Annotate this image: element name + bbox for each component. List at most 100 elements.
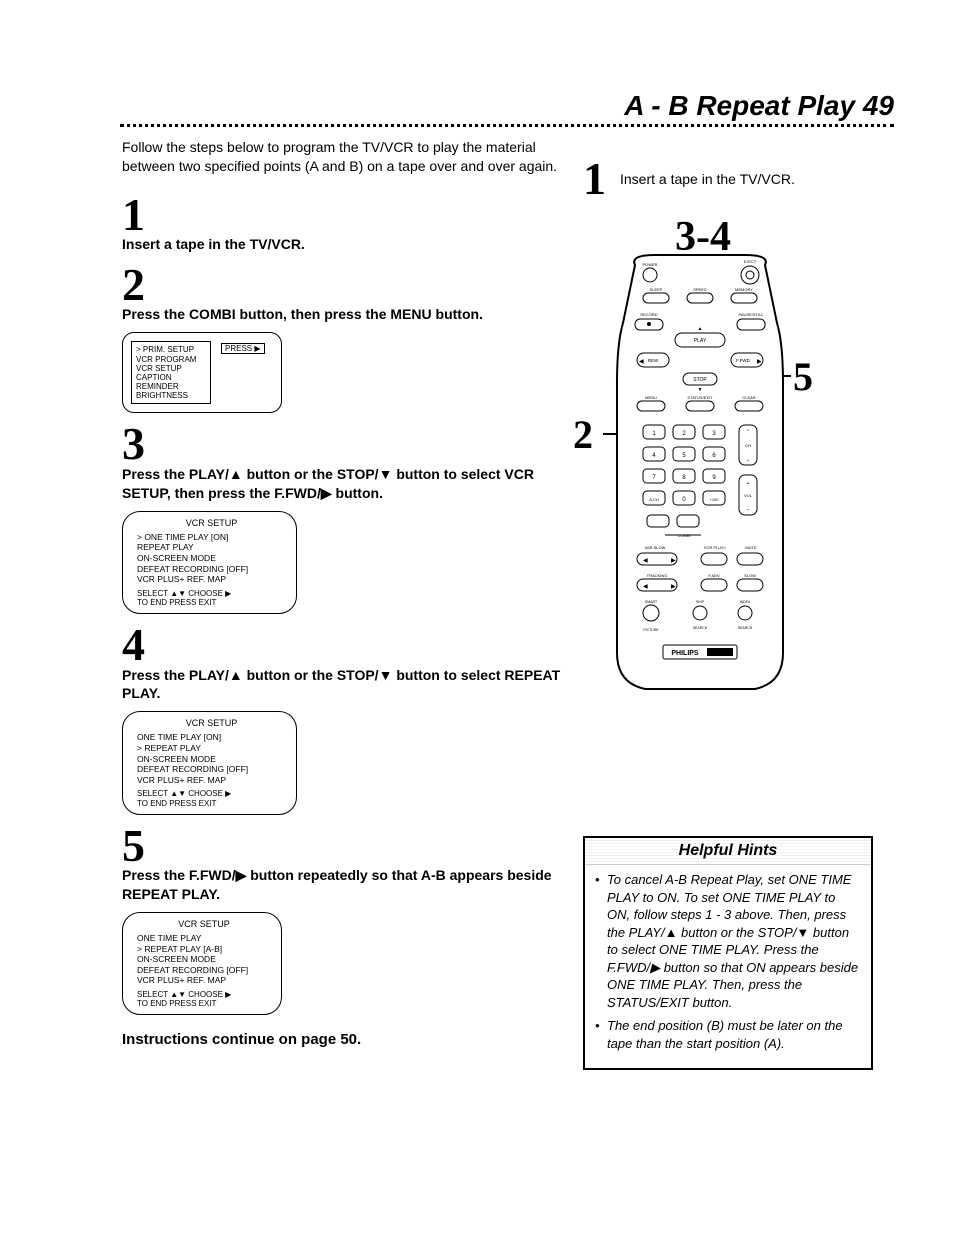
r: ONE TIME PLAY xyxy=(137,933,271,944)
vcr-list: ONE TIME PLAY > REPEAT PLAY [A-B] ON-SCR… xyxy=(137,933,271,986)
svg-text:⌃: ⌃ xyxy=(746,429,750,435)
callout-5: 5 xyxy=(793,353,813,400)
intro-text: Follow the steps below to program the TV… xyxy=(122,138,562,176)
vcr-list: > ONE TIME PLAY [ON] REPEAT PLAY ON-SCRE… xyxy=(137,532,286,585)
svg-text:MENU: MENU xyxy=(645,395,657,400)
vcr-setup-screen-4: VCR SETUP ONE TIME PLAY [ON] > REPEAT PL… xyxy=(122,711,297,815)
t: Press the xyxy=(122,306,189,322)
svg-text:REW: REW xyxy=(648,358,659,363)
svg-text:+100: +100 xyxy=(709,497,719,502)
mi: CAPTION xyxy=(136,373,206,382)
step-5-number: 5 xyxy=(122,825,562,866)
svg-text:▶: ▶ xyxy=(671,584,676,590)
f2: TO END PRESS EXIT xyxy=(137,598,286,607)
svg-text:▼: ▼ xyxy=(698,387,703,393)
f2: TO END PRESS EXIT xyxy=(137,999,271,1008)
svg-text:−: − xyxy=(747,507,750,513)
step-2-number: 2 xyxy=(122,264,562,305)
r: DEFEAT RECORDING [OFF] xyxy=(137,965,271,976)
mi: BRIGHTNESS xyxy=(136,391,206,400)
remote-control-diagram: POWER EJECT SLEEP SPEED MEMORY RECORD PA… xyxy=(615,253,785,693)
t: MENU xyxy=(390,306,431,322)
vcr-title: VCR SETUP xyxy=(137,518,286,528)
vcr-footer: SELECT ▲▼ CHOOSE ▶ TO END PRESS EXIT xyxy=(137,789,286,807)
prim-menu-list: > PRIM. SETUP VCR PROGRAM VCR SETUP CAPT… xyxy=(131,341,211,404)
t: button. xyxy=(432,306,483,322)
step-3-number: 3 xyxy=(122,423,562,464)
r: REPEAT PLAY xyxy=(137,542,286,553)
r: ON-SCREEN MODE xyxy=(137,954,271,965)
svg-text:VAR.SLOW: VAR.SLOW xyxy=(645,545,666,550)
svg-text:SKIP: SKIP xyxy=(696,600,705,604)
svg-text:CH: CH xyxy=(745,443,751,448)
svg-text:+: + xyxy=(747,481,750,487)
step-1-number: 1 xyxy=(122,194,562,235)
r: ONE TIME PLAY [ON] xyxy=(137,732,286,743)
prim-setup-screen: PRESS ▶ > PRIM. SETUP VCR PROGRAM VCR SE… xyxy=(122,332,282,413)
svg-text:MUTE: MUTE xyxy=(745,545,757,550)
f1: SELECT ▲▼ CHOOSE ▶ xyxy=(137,589,286,598)
vcr-footer: SELECT ▲▼ CHOOSE ▶ TO END PRESS EXIT xyxy=(137,589,286,607)
svg-text:F.ADV: F.ADV xyxy=(708,573,720,578)
svg-text:SLEEP: SLEEP xyxy=(650,287,663,292)
svg-text:◀: ◀ xyxy=(643,558,648,564)
t: COMBI xyxy=(189,306,236,322)
hints-body: To cancel A-B Repeat Play, set ONE TIME … xyxy=(585,865,871,1068)
f1: SELECT ▲▼ CHOOSE ▶ xyxy=(137,789,286,798)
vcr-title: VCR SETUP xyxy=(137,919,271,929)
svg-text:PICTURE: PICTURE xyxy=(643,628,659,632)
svg-text:▶: ▶ xyxy=(757,359,762,365)
helpful-hints-box: Helpful Hints To cancel A-B Repeat Play,… xyxy=(583,836,873,1070)
page-title: A - B Repeat Play 49 xyxy=(624,90,894,122)
r: > REPEAT PLAY xyxy=(137,743,286,754)
svg-text:CLEAR: CLEAR xyxy=(742,395,755,400)
hints-header: Helpful Hints xyxy=(585,838,871,865)
side-step-1: 1 Insert a tape in the TV/VCR. xyxy=(583,158,893,199)
step-4-text: Press the PLAY/▲ button or the STOP/▼ bu… xyxy=(122,666,562,704)
svg-text:TRACKING: TRACKING xyxy=(647,573,668,578)
svg-text:⌄: ⌄ xyxy=(746,457,750,463)
svg-text:STOP: STOP xyxy=(693,377,707,383)
vcr-footer: SELECT ▲▼ CHOOSE ▶ TO END PRESS EXIT xyxy=(137,990,271,1008)
mi: REMINDER xyxy=(136,382,206,391)
r: VCR PLUS+ REF. MAP xyxy=(137,975,271,986)
r: ON-SCREEN MODE xyxy=(137,553,286,564)
svg-text:◀: ◀ xyxy=(643,584,648,590)
vcr-setup-screen-3: VCR SETUP > ONE TIME PLAY [ON] REPEAT PL… xyxy=(122,511,297,615)
r: VCR PLUS+ REF. MAP xyxy=(137,775,286,786)
svg-text:VCR PLUS+: VCR PLUS+ xyxy=(704,545,727,550)
side-step-1-text: Insert a tape in the TV/VCR. xyxy=(620,171,795,187)
svg-text:POWER: POWER xyxy=(642,262,657,267)
r: VCR PLUS+ REF. MAP xyxy=(137,574,286,585)
svg-text:PLAY: PLAY xyxy=(694,338,707,344)
svg-text:INDEX: INDEX xyxy=(740,600,751,604)
svg-text:▲: ▲ xyxy=(698,326,703,332)
mi: VCR PROGRAM xyxy=(136,355,206,364)
svg-text:STATUS/EXIT: STATUS/EXIT xyxy=(687,395,713,400)
svg-text:VOL: VOL xyxy=(744,493,753,498)
svg-text:SPEED: SPEED xyxy=(693,287,707,292)
hint-1: To cancel A-B Repeat Play, set ONE TIME … xyxy=(595,871,861,1011)
f1: SELECT ▲▼ CHOOSE ▶ xyxy=(137,990,271,999)
svg-text:A.CH: A.CH xyxy=(649,497,659,502)
svg-text:F.FWD: F.FWD xyxy=(736,358,750,363)
press-label: PRESS ▶ xyxy=(221,343,265,354)
side-step-1-num: 1 xyxy=(583,158,606,199)
svg-text:SLOW: SLOW xyxy=(744,573,756,578)
svg-text:PHILIPS: PHILIPS xyxy=(671,650,699,657)
svg-text:SMART: SMART xyxy=(645,600,658,604)
step-3-text: Press the PLAY/▲ button or the STOP/▼ bu… xyxy=(122,465,562,503)
mi: VCR SETUP xyxy=(136,364,206,373)
dotted-divider xyxy=(120,124,894,127)
t: button, then press the xyxy=(236,306,391,322)
vcr-setup-screen-5: VCR SETUP ONE TIME PLAY > REPEAT PLAY [A… xyxy=(122,912,282,1016)
vcr-title: VCR SETUP xyxy=(137,718,286,728)
svg-text:▶: ▶ xyxy=(671,558,676,564)
remote-area: 3-4 5 2 POWER EJECT SLEEP SPEED MEMORY R… xyxy=(583,213,893,693)
step-4-number: 4 xyxy=(122,624,562,665)
r: > ONE TIME PLAY [ON] xyxy=(137,532,286,543)
continue-text: Instructions continue on page 50. xyxy=(122,1031,562,1048)
right-column: 1 Insert a tape in the TV/VCR. 3-4 5 2 P… xyxy=(583,158,893,693)
svg-text:SEARCH: SEARCH xyxy=(693,626,708,630)
step-2-text: Press the COMBI button, then press the M… xyxy=(122,305,562,324)
